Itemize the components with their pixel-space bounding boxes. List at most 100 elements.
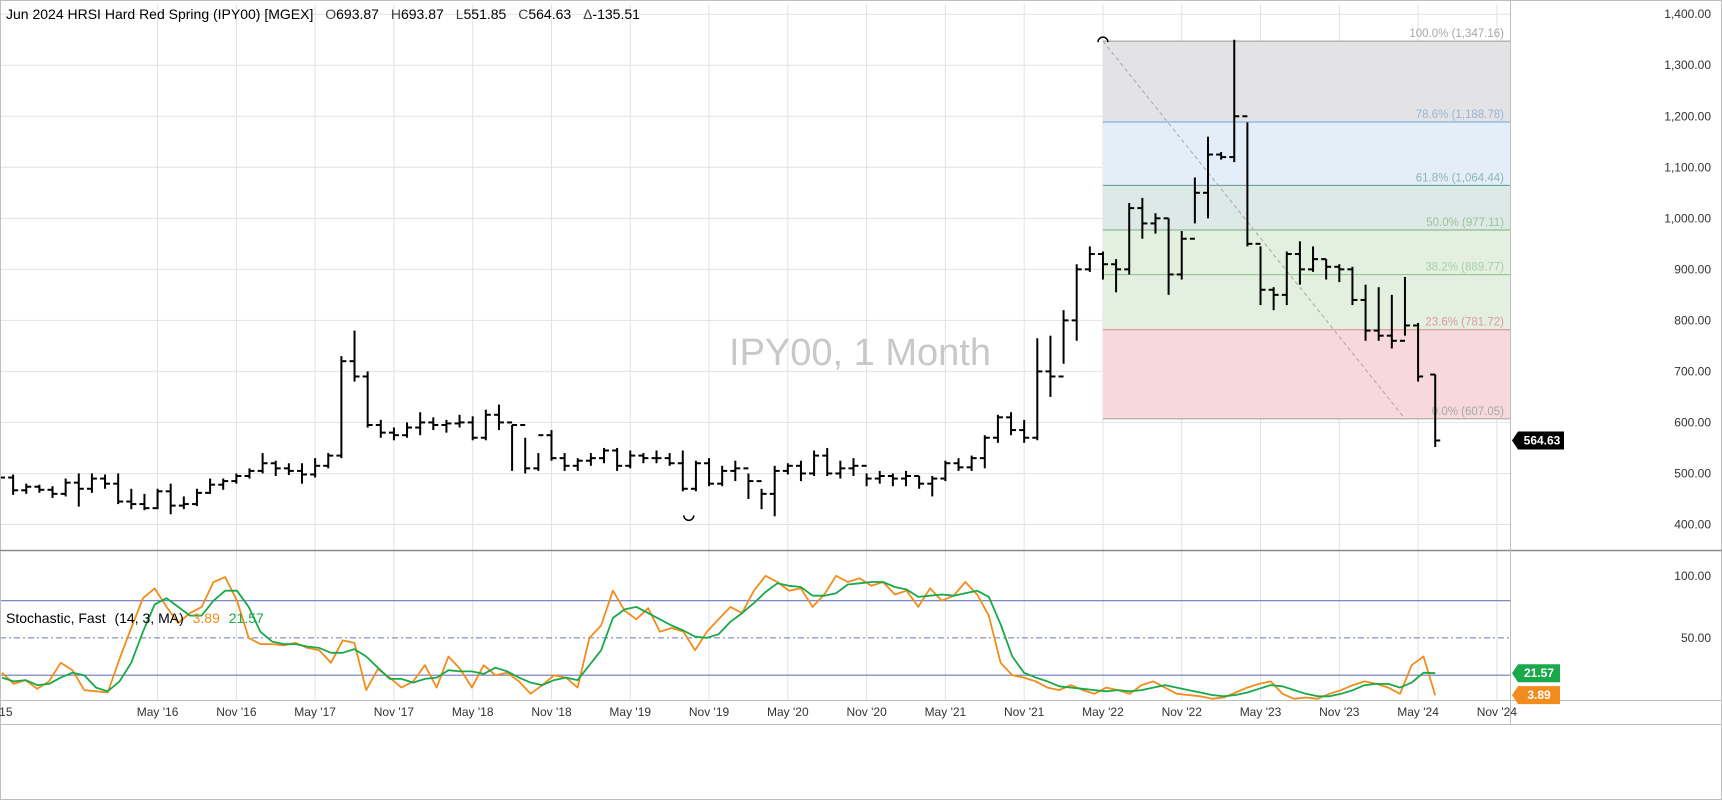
ohlc-bar xyxy=(690,460,701,492)
ohlc-bar xyxy=(86,473,97,493)
ohlc-bar xyxy=(8,474,19,495)
fib-level-label: 61.8% (1,064.44) xyxy=(1416,172,1504,184)
price-tick-label: 1,400.00 xyxy=(1664,7,1711,21)
ohlc-bar xyxy=(782,463,793,475)
close-value: 564.63 xyxy=(528,6,571,22)
ohlc-bar xyxy=(1111,259,1122,293)
ohlc-bar xyxy=(1413,322,1424,382)
ohlc-bar xyxy=(520,423,531,474)
ohlc-bar xyxy=(953,458,964,471)
high-marker xyxy=(1097,36,1109,43)
price-tick-label: 600.00 xyxy=(1674,415,1711,429)
time-tick-label: May '17 xyxy=(294,705,336,719)
ohlc-bar xyxy=(704,458,715,487)
ohlc-bar xyxy=(191,488,202,507)
ohlc-bar xyxy=(428,417,439,431)
ohlc-bar xyxy=(1019,419,1030,443)
price-tick-label: 900.00 xyxy=(1674,262,1711,276)
ohlc-bar xyxy=(1084,246,1095,272)
stoch-tick-label: 50.00 xyxy=(1681,631,1711,645)
ohlc-bar xyxy=(493,404,504,431)
last-price-badge-shape xyxy=(1512,431,1564,450)
time-tick-label: Nov '17 xyxy=(374,705,415,719)
ohlc-bar xyxy=(283,463,294,475)
time-tick-label: May '16 xyxy=(137,705,179,719)
stochastic-d-value: 21.57 xyxy=(229,610,264,626)
ohlc-bar xyxy=(585,453,596,466)
fib-zone xyxy=(1102,274,1510,330)
low-label: L xyxy=(456,6,464,22)
price-tick-label: 500.00 xyxy=(1674,466,1711,480)
ohlc-bar xyxy=(835,460,846,479)
ohlc-bar xyxy=(1242,115,1253,247)
ohlc-bar xyxy=(1216,151,1227,160)
price-tick-label: 400.00 xyxy=(1674,517,1711,531)
stochastic-legend: Stochastic, Fast (14, 3, MA) 3.89 21.57 xyxy=(6,610,264,626)
ohlc-bar xyxy=(375,419,386,438)
ohlc-bar xyxy=(979,435,990,469)
ohlc-bar xyxy=(822,447,833,477)
time-tick-label: Nov '24 xyxy=(1477,705,1518,719)
ohlc-bar xyxy=(901,470,911,487)
time-tick-label: May '18 xyxy=(452,705,494,719)
ohlc-bar xyxy=(914,475,925,489)
ohlc-bar xyxy=(769,465,780,517)
stoch-badge-label: 3.89 xyxy=(1527,688,1551,702)
time-tick-label: y '15 xyxy=(0,705,13,719)
fib-zone xyxy=(1102,229,1510,275)
time-tick-label: May '21 xyxy=(925,705,967,719)
stochastic-params: (14, 3, MA) xyxy=(114,610,183,626)
ohlc-bar xyxy=(533,434,544,471)
time-tick-label: Nov '21 xyxy=(1004,705,1045,719)
ohlc-bar xyxy=(940,460,951,482)
ohlc-bar xyxy=(572,458,583,471)
ohlc-bar xyxy=(717,465,728,487)
ohlc-bar xyxy=(1229,39,1240,163)
fib-level-label: 23.6% (781.72) xyxy=(1425,317,1504,329)
ohlc-bar xyxy=(1176,231,1187,280)
ohlc-bar xyxy=(152,488,163,510)
ohlc-bar xyxy=(743,467,754,499)
ohlc-bar xyxy=(165,483,176,515)
stochastic-k-value: 3.89 xyxy=(193,610,220,626)
ohlc-bar xyxy=(297,463,307,484)
ohlc-bar xyxy=(113,473,124,505)
ohlc-bar xyxy=(1058,310,1069,378)
ohlc-bar xyxy=(454,414,465,428)
ohlc-bar xyxy=(1334,264,1345,283)
ohlc-bar xyxy=(559,453,570,471)
ohlc-bar xyxy=(1294,241,1305,285)
ohlc-bar xyxy=(1255,242,1266,306)
ohlc-bar xyxy=(362,371,373,428)
last-price-badge-label: 564.63 xyxy=(1524,433,1561,447)
ohlc-bar xyxy=(100,474,111,489)
close-label: C xyxy=(518,6,528,22)
ohlc-bar xyxy=(638,453,649,464)
ohlc-bar-current xyxy=(1430,373,1441,447)
time-tick-label: Nov '20 xyxy=(846,705,887,719)
ohlc-bar xyxy=(861,464,872,487)
time-tick-label: May '22 xyxy=(1082,705,1124,719)
time-tick-label: Nov '19 xyxy=(689,705,730,719)
ohlc-bar xyxy=(966,455,977,471)
ohlc-bar xyxy=(139,493,150,511)
change-label: Δ xyxy=(583,6,592,22)
fib-zone xyxy=(1102,121,1510,186)
fibonacci-retracement: 100.0% (1,347.16) 78.6% (1,188.78) 61.8% (… xyxy=(1102,28,1510,420)
ohlc-bars xyxy=(0,36,1441,521)
ohlc-bar xyxy=(1071,264,1082,341)
symbol-title: Jun 2024 HRSI Hard Red Spring (IPY00) [M… xyxy=(6,6,313,22)
ohlc-bar xyxy=(887,473,898,487)
ohlc-bar xyxy=(1268,287,1279,311)
stoch-k-badge: 3.89 xyxy=(1512,686,1560,705)
ohlc-bar xyxy=(218,478,229,490)
high-label: H xyxy=(391,6,401,22)
price-tick-label: 1,200.00 xyxy=(1664,109,1711,123)
ohlc-bar xyxy=(795,460,806,482)
ohlc-bar xyxy=(1137,197,1148,239)
ohlc-bar xyxy=(336,356,347,459)
fib-trend-line xyxy=(1102,40,1406,420)
ohlc-bar xyxy=(1360,284,1371,341)
ohlc-bar xyxy=(402,422,413,438)
